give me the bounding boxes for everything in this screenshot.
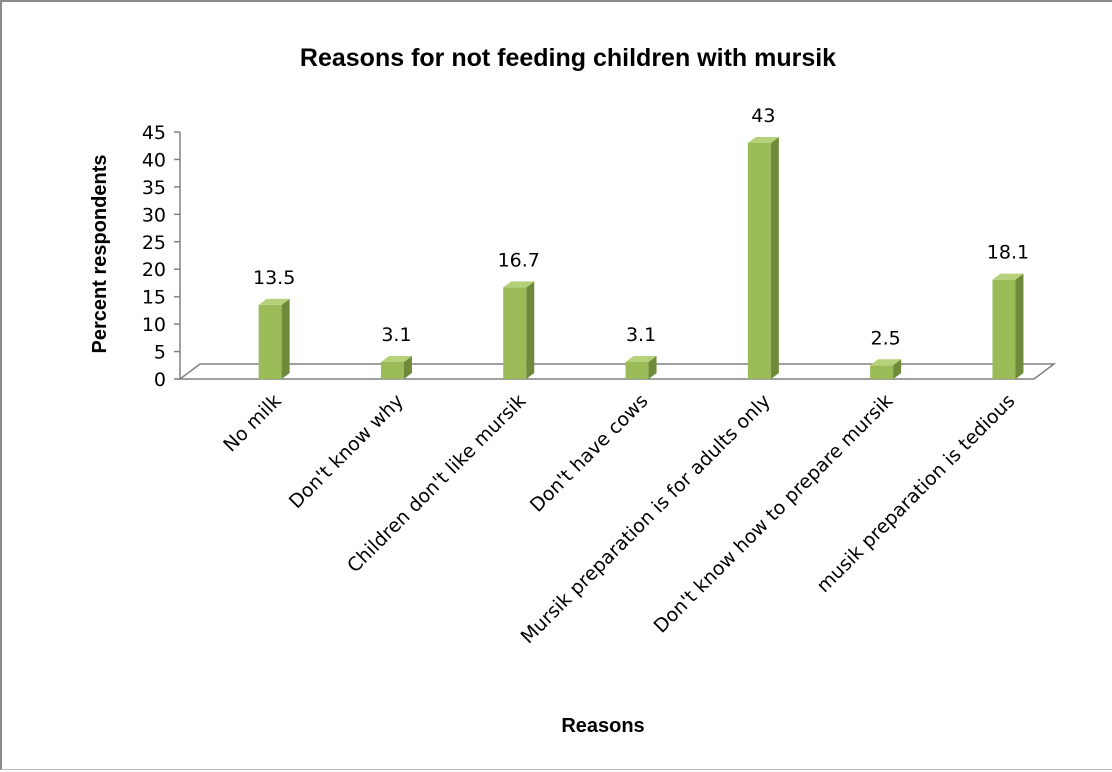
- chart-title: Reasons for not feeding children with mu…: [300, 44, 836, 72]
- bar-front: [625, 361, 649, 379]
- data-label: 3.1: [626, 324, 656, 346]
- x-axis-title: Reasons: [561, 715, 644, 737]
- bar-side: [526, 281, 535, 379]
- bar-top: [258, 298, 290, 305]
- y-tick-label: 45: [142, 122, 166, 144]
- bar-side: [1015, 273, 1024, 379]
- x-tick-label: Don't have cows: [526, 390, 653, 517]
- bar-side: [893, 359, 902, 379]
- bar-top: [992, 273, 1024, 280]
- x-tick-label: musik preparation is tedious: [812, 390, 1019, 597]
- y-tick-label: 10: [142, 314, 166, 336]
- x-tick-label: Don't know why: [285, 390, 408, 513]
- bar-front: [380, 361, 404, 379]
- bar-side: [281, 298, 290, 379]
- bar-side: [770, 136, 779, 379]
- axis-group: 0 5 10 15 20 25 30 35 40 45: [142, 122, 1057, 391]
- data-label: 43: [751, 105, 775, 127]
- y-tick-label: 40: [142, 149, 166, 171]
- bar-front: [258, 304, 282, 379]
- bar-front: [747, 142, 771, 379]
- data-label: 13.5: [253, 267, 295, 289]
- bar: [625, 355, 657, 379]
- bar: [992, 273, 1024, 379]
- floor-plane: [177, 363, 1057, 380]
- bar: [380, 355, 412, 379]
- bar-top: [503, 281, 535, 288]
- bar: [747, 136, 779, 379]
- bar-top: [870, 359, 902, 366]
- bar-front: [870, 365, 894, 379]
- y-tick-label: 0: [154, 369, 166, 391]
- bar-top: [747, 136, 779, 143]
- data-label: 2.5: [871, 327, 901, 349]
- bars-group: [258, 136, 1024, 379]
- bar-top: [380, 355, 412, 362]
- bar: [258, 298, 290, 379]
- y-tick-label: 35: [142, 177, 166, 199]
- bar-side: [403, 355, 412, 379]
- data-label: 18.1: [987, 242, 1029, 264]
- y-axis-title: Percent respondents: [89, 155, 111, 354]
- bar: [503, 281, 535, 379]
- y-tick-label: 30: [142, 204, 166, 226]
- x-tick-label: Don't know how to prepare mursik: [650, 390, 898, 638]
- data-label: 16.7: [498, 249, 540, 271]
- data-label: 3.1: [381, 324, 411, 346]
- y-tick-label: 20: [142, 259, 166, 281]
- bar-front: [992, 279, 1016, 379]
- y-tick-label: 15: [142, 287, 166, 309]
- bar-top: [625, 355, 657, 362]
- bar-side: [648, 355, 657, 379]
- bar-front: [503, 287, 527, 379]
- x-tick-label: No milk: [219, 390, 285, 456]
- y-tick-label: 25: [142, 232, 166, 254]
- bar: [870, 359, 902, 379]
- x-tick-label: Mursik preparation is for adults only: [517, 390, 775, 648]
- y-tick-label: 5: [154, 342, 166, 364]
